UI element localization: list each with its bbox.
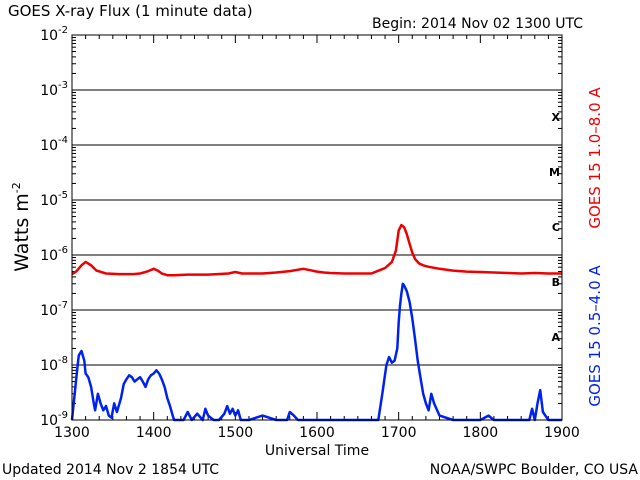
chart-title: GOES X-ray Flux (1 minute data) — [8, 2, 253, 20]
y-axis-label-sup: -2 — [10, 182, 23, 193]
class-labels: X M C B A — [549, 111, 560, 344]
y-axis-label: Watts m-2 — [10, 182, 33, 272]
flare-class-m: M — [549, 166, 560, 179]
y-tick-label-6: 10-8 — [40, 355, 68, 374]
y-axis-label-main: Watts m — [11, 193, 33, 272]
y-tick-label-7: 10-9 — [40, 410, 68, 429]
x-tick-label-1: 1400 — [136, 425, 172, 441]
x-tick-label-2: 1500 — [218, 425, 254, 441]
flare-class-a: A — [551, 331, 560, 344]
flare-class-b: B — [552, 276, 560, 289]
legend-series-1: GOES 15 1.0–8.0 A — [586, 87, 604, 229]
y-tick-label-0: 10-2 — [40, 25, 68, 44]
x-ticks: 1300 1400 1500 1600 1700 1800 1900 — [54, 35, 580, 441]
x-tick-label-6: 1900 — [544, 425, 580, 441]
y-tick-label-1: 10-3 — [40, 80, 68, 99]
x-tick-label-5: 1800 — [463, 425, 499, 441]
credit-label: NOAA/SWPC Boulder, CO USA — [430, 462, 639, 478]
series-line-1 — [71, 223, 562, 277]
svg-text:Watts m-2: Watts m-2 — [10, 182, 33, 272]
begin-label: Begin: 2014 Nov 02 1300 UTC — [372, 16, 583, 32]
x-tick-label-3: 1600 — [299, 425, 335, 441]
flare-class-x: X — [552, 111, 561, 124]
flare-class-c: C — [552, 221, 560, 234]
grid-lines — [72, 34, 562, 421]
y-tick-label-4: 10-6 — [40, 245, 68, 264]
legend-series-2: GOES 15 0.5–4.0 A — [586, 265, 604, 407]
plot-frame — [71, 34, 563, 421]
y-ticks: 10-2 10-3 10-4 10-5 10-6 10-7 10-8 10-9 — [40, 25, 562, 429]
x-axis-label: Universal Time — [265, 443, 369, 459]
series-lines — [70, 223, 562, 422]
updated-label: Updated 2014 Nov 2 1854 UTC — [2, 462, 219, 478]
x-tick-label-0: 1300 — [54, 425, 90, 441]
y-tick-label-5: 10-7 — [40, 300, 68, 319]
y-tick-label-2: 10-4 — [40, 135, 68, 154]
x-tick-label-4: 1700 — [381, 425, 417, 441]
series-line-2 — [70, 282, 562, 422]
y-tick-label-3: 10-5 — [40, 190, 68, 209]
